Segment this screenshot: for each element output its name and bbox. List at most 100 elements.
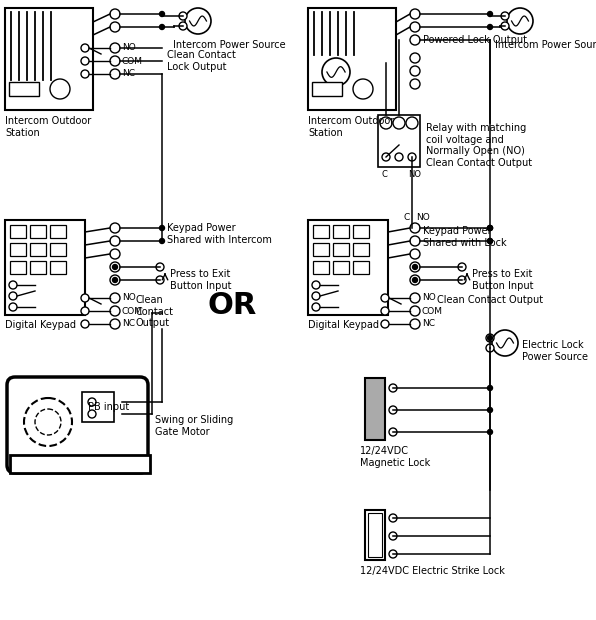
Bar <box>308 220 388 315</box>
Text: Powered Lock Output: Powered Lock Output <box>423 35 527 45</box>
Circle shape <box>395 153 403 161</box>
Text: NO: NO <box>408 170 421 179</box>
Circle shape <box>410 275 420 285</box>
Circle shape <box>110 43 120 53</box>
Circle shape <box>406 117 418 129</box>
Text: Keypad Power
Shared with Lock: Keypad Power Shared with Lock <box>423 226 507 247</box>
FancyBboxPatch shape <box>7 377 148 473</box>
Circle shape <box>110 262 120 272</box>
Text: Clean Contact
Lock Output: Clean Contact Lock Output <box>167 50 236 71</box>
Circle shape <box>410 53 420 63</box>
Bar <box>313 225 329 238</box>
Bar <box>50 243 66 256</box>
Text: NO: NO <box>416 213 430 223</box>
Circle shape <box>486 334 494 342</box>
Circle shape <box>410 22 420 32</box>
Bar <box>50 225 66 238</box>
Circle shape <box>501 12 509 20</box>
Bar <box>5 220 85 315</box>
Circle shape <box>160 239 164 244</box>
Circle shape <box>488 12 492 17</box>
Circle shape <box>410 306 420 316</box>
Circle shape <box>389 514 397 522</box>
Bar <box>308 8 396 110</box>
Text: Electric Lock
Power Source: Electric Lock Power Source <box>522 340 588 361</box>
Circle shape <box>9 303 17 311</box>
Circle shape <box>88 410 96 418</box>
Circle shape <box>110 306 120 316</box>
Circle shape <box>185 8 211 34</box>
Bar <box>9 82 39 96</box>
Bar <box>333 243 349 256</box>
Circle shape <box>81 307 89 315</box>
Circle shape <box>113 278 117 283</box>
Text: Intercom Outdoor
Station: Intercom Outdoor Station <box>308 116 394 138</box>
Text: Keypad Power
Shared with Intercom: Keypad Power Shared with Intercom <box>167 223 272 245</box>
Circle shape <box>160 226 164 231</box>
Circle shape <box>179 22 187 30</box>
Circle shape <box>410 66 420 76</box>
Circle shape <box>410 9 420 19</box>
Circle shape <box>110 249 120 259</box>
Circle shape <box>9 281 17 289</box>
Text: NC: NC <box>122 319 135 329</box>
Circle shape <box>156 276 164 284</box>
Circle shape <box>412 278 418 283</box>
Text: NO: NO <box>422 293 436 303</box>
Circle shape <box>486 344 494 352</box>
Bar <box>30 261 46 274</box>
Circle shape <box>488 226 492 231</box>
Circle shape <box>488 226 492 231</box>
Bar <box>333 261 349 274</box>
Circle shape <box>110 319 120 329</box>
Text: 12/24VDC
Magnetic Lock: 12/24VDC Magnetic Lock <box>360 446 430 467</box>
Circle shape <box>408 153 416 161</box>
Bar <box>10 243 26 256</box>
Circle shape <box>389 384 397 392</box>
Circle shape <box>160 25 164 30</box>
Text: Press to Exit
Button Input: Press to Exit Button Input <box>472 269 533 291</box>
Text: NC: NC <box>122 69 135 79</box>
Bar <box>30 243 46 256</box>
Circle shape <box>81 70 89 78</box>
Circle shape <box>110 223 120 233</box>
Circle shape <box>81 294 89 302</box>
Text: NO: NO <box>122 43 136 53</box>
Bar <box>333 225 349 238</box>
Circle shape <box>179 12 187 20</box>
Bar <box>353 225 369 238</box>
Bar <box>313 243 329 256</box>
Circle shape <box>492 330 518 356</box>
Circle shape <box>488 335 492 340</box>
Text: Relay with matching
coil voltage and
Normally Open (NO)
Clean Contact Output: Relay with matching coil voltage and Nor… <box>426 123 532 168</box>
Bar <box>313 261 329 274</box>
Circle shape <box>393 117 405 129</box>
Bar <box>365 510 385 560</box>
Text: Intercom Power Source: Intercom Power Source <box>495 40 596 50</box>
Circle shape <box>410 293 420 303</box>
Circle shape <box>501 22 509 30</box>
Text: Press to Exit
Button Input: Press to Exit Button Input <box>170 269 231 291</box>
Circle shape <box>488 386 492 391</box>
Text: COM: COM <box>422 306 443 316</box>
Circle shape <box>81 44 89 52</box>
Text: NO: NO <box>122 293 136 303</box>
Circle shape <box>458 276 466 284</box>
Circle shape <box>458 263 466 271</box>
Text: Swing or Sliding
Gate Motor: Swing or Sliding Gate Motor <box>155 415 233 436</box>
Circle shape <box>81 57 89 65</box>
Bar <box>5 8 93 110</box>
Circle shape <box>410 319 420 329</box>
Text: OR: OR <box>207 291 257 319</box>
Circle shape <box>488 239 492 244</box>
Bar <box>10 225 26 238</box>
Bar <box>10 261 26 274</box>
Circle shape <box>160 12 164 17</box>
Circle shape <box>381 294 389 302</box>
Circle shape <box>9 292 17 300</box>
Text: COM: COM <box>122 306 143 316</box>
Bar <box>30 225 46 238</box>
Bar <box>365 378 385 440</box>
Circle shape <box>488 239 492 244</box>
Circle shape <box>488 407 492 412</box>
